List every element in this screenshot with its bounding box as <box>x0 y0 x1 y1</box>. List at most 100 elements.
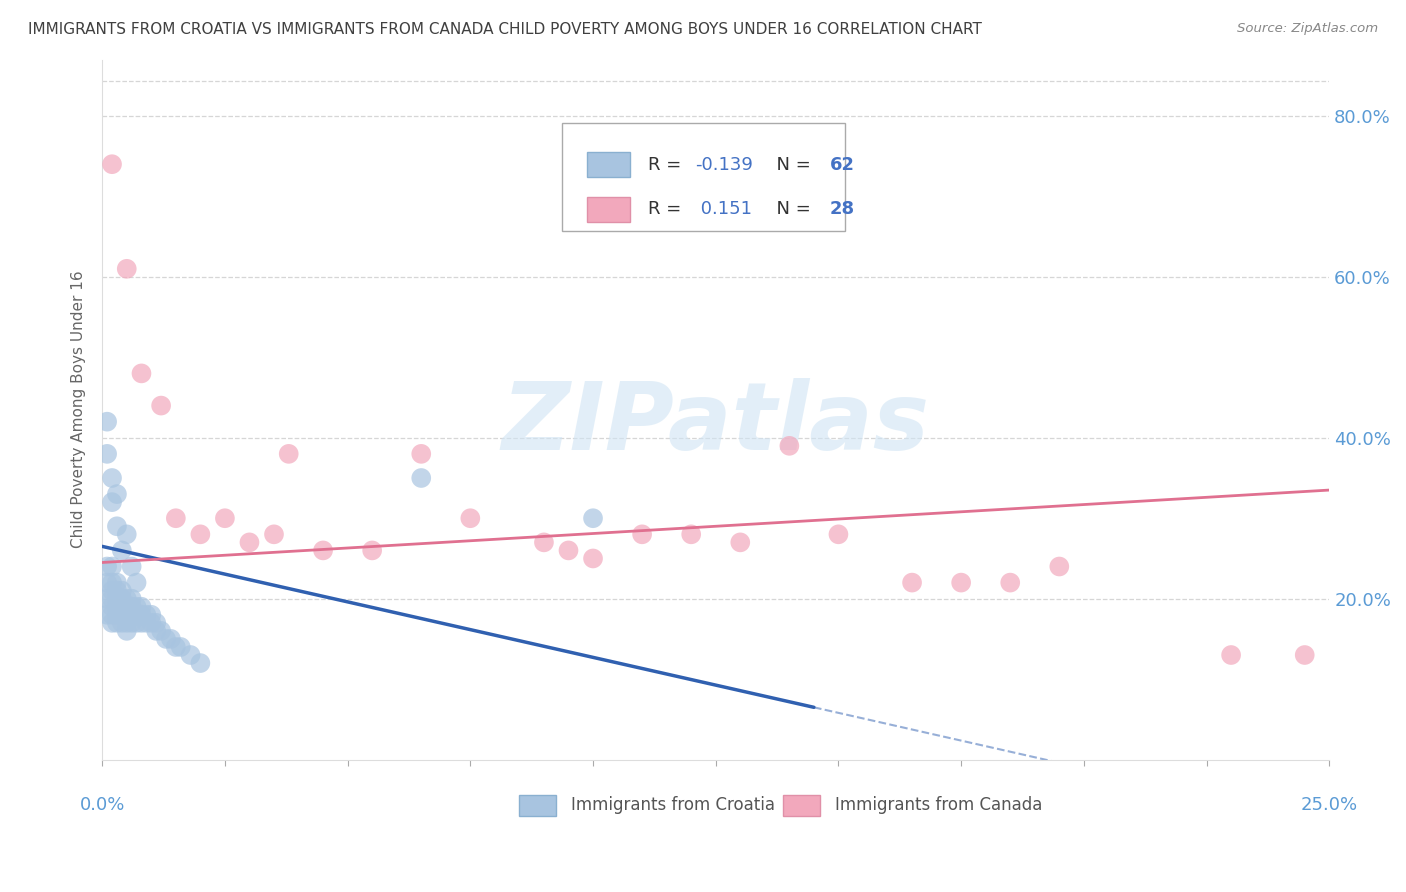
Point <box>150 399 173 413</box>
Point <box>135 607 157 622</box>
Point <box>101 615 124 630</box>
Point <box>557 543 579 558</box>
Point <box>105 599 128 614</box>
Point <box>135 615 157 630</box>
Point <box>101 591 124 606</box>
Point <box>827 527 849 541</box>
Point <box>165 511 187 525</box>
Point <box>131 367 153 381</box>
Point <box>115 624 138 638</box>
Point <box>96 415 118 429</box>
Point <box>101 157 124 171</box>
Point <box>115 599 138 614</box>
Point <box>1000 575 1022 590</box>
FancyBboxPatch shape <box>519 795 557 815</box>
Point <box>101 599 124 614</box>
Point <box>411 471 433 485</box>
Point <box>105 519 128 533</box>
Point <box>131 599 153 614</box>
Point <box>190 656 212 670</box>
Point <box>105 615 128 630</box>
Point <box>115 261 138 276</box>
Point <box>170 640 193 654</box>
Point <box>238 535 260 549</box>
Point <box>180 648 202 662</box>
Point <box>150 624 173 638</box>
Point <box>105 583 128 598</box>
Point <box>263 527 285 541</box>
Point <box>1220 648 1243 662</box>
Point <box>121 599 143 614</box>
Point <box>111 543 134 558</box>
Point <box>115 527 138 541</box>
Point <box>582 511 605 525</box>
Point <box>115 615 138 630</box>
FancyBboxPatch shape <box>783 795 820 815</box>
Point <box>125 575 148 590</box>
Point <box>105 591 128 606</box>
Point <box>778 439 800 453</box>
Point <box>730 535 752 549</box>
Point <box>125 615 148 630</box>
Point <box>101 607 124 622</box>
FancyBboxPatch shape <box>562 122 845 231</box>
Point <box>121 607 143 622</box>
Point <box>190 527 212 541</box>
Point <box>1294 648 1316 662</box>
Text: IMMIGRANTS FROM CROATIA VS IMMIGRANTS FROM CANADA CHILD POVERTY AMONG BOYS UNDER: IMMIGRANTS FROM CROATIA VS IMMIGRANTS FR… <box>28 22 981 37</box>
Text: N =: N = <box>765 156 817 174</box>
Point <box>131 615 153 630</box>
Text: 25.0%: 25.0% <box>1301 797 1358 814</box>
Point <box>277 447 299 461</box>
Point <box>312 543 335 558</box>
Point <box>115 591 138 606</box>
Point <box>96 607 118 622</box>
Point <box>105 575 128 590</box>
Point <box>165 640 187 654</box>
Point <box>121 591 143 606</box>
Point <box>460 511 482 525</box>
Text: Source: ZipAtlas.com: Source: ZipAtlas.com <box>1237 22 1378 36</box>
Text: 0.151: 0.151 <box>695 201 752 219</box>
Text: 62: 62 <box>830 156 855 174</box>
Text: Immigrants from Canada: Immigrants from Canada <box>835 797 1042 814</box>
Point <box>121 615 143 630</box>
Text: R =: R = <box>648 201 688 219</box>
Text: ZIPatlas: ZIPatlas <box>502 377 929 469</box>
Point <box>125 599 148 614</box>
Point <box>111 607 134 622</box>
Point <box>145 615 167 630</box>
Point <box>155 632 177 646</box>
Text: R =: R = <box>648 156 688 174</box>
Text: -0.139: -0.139 <box>695 156 752 174</box>
Point <box>411 447 433 461</box>
Point <box>111 591 134 606</box>
Point <box>111 599 134 614</box>
Point <box>631 527 654 541</box>
Point <box>101 559 124 574</box>
Point <box>901 575 924 590</box>
Point <box>160 632 183 646</box>
Point <box>96 591 118 606</box>
Point <box>111 583 134 598</box>
Point <box>533 535 555 549</box>
Point <box>681 527 703 541</box>
Point <box>131 607 153 622</box>
Point <box>115 607 138 622</box>
Point <box>96 575 118 590</box>
FancyBboxPatch shape <box>586 197 630 221</box>
Point <box>121 559 143 574</box>
Point <box>125 607 148 622</box>
Point <box>101 471 124 485</box>
Point <box>145 624 167 638</box>
Text: 28: 28 <box>830 201 855 219</box>
Text: Immigrants from Croatia: Immigrants from Croatia <box>571 797 775 814</box>
Point <box>101 575 124 590</box>
Point <box>105 607 128 622</box>
Point <box>141 607 163 622</box>
Point <box>111 615 134 630</box>
Point <box>214 511 236 525</box>
Point <box>101 495 124 509</box>
FancyBboxPatch shape <box>586 153 630 177</box>
Y-axis label: Child Poverty Among Boys Under 16: Child Poverty Among Boys Under 16 <box>72 271 86 549</box>
